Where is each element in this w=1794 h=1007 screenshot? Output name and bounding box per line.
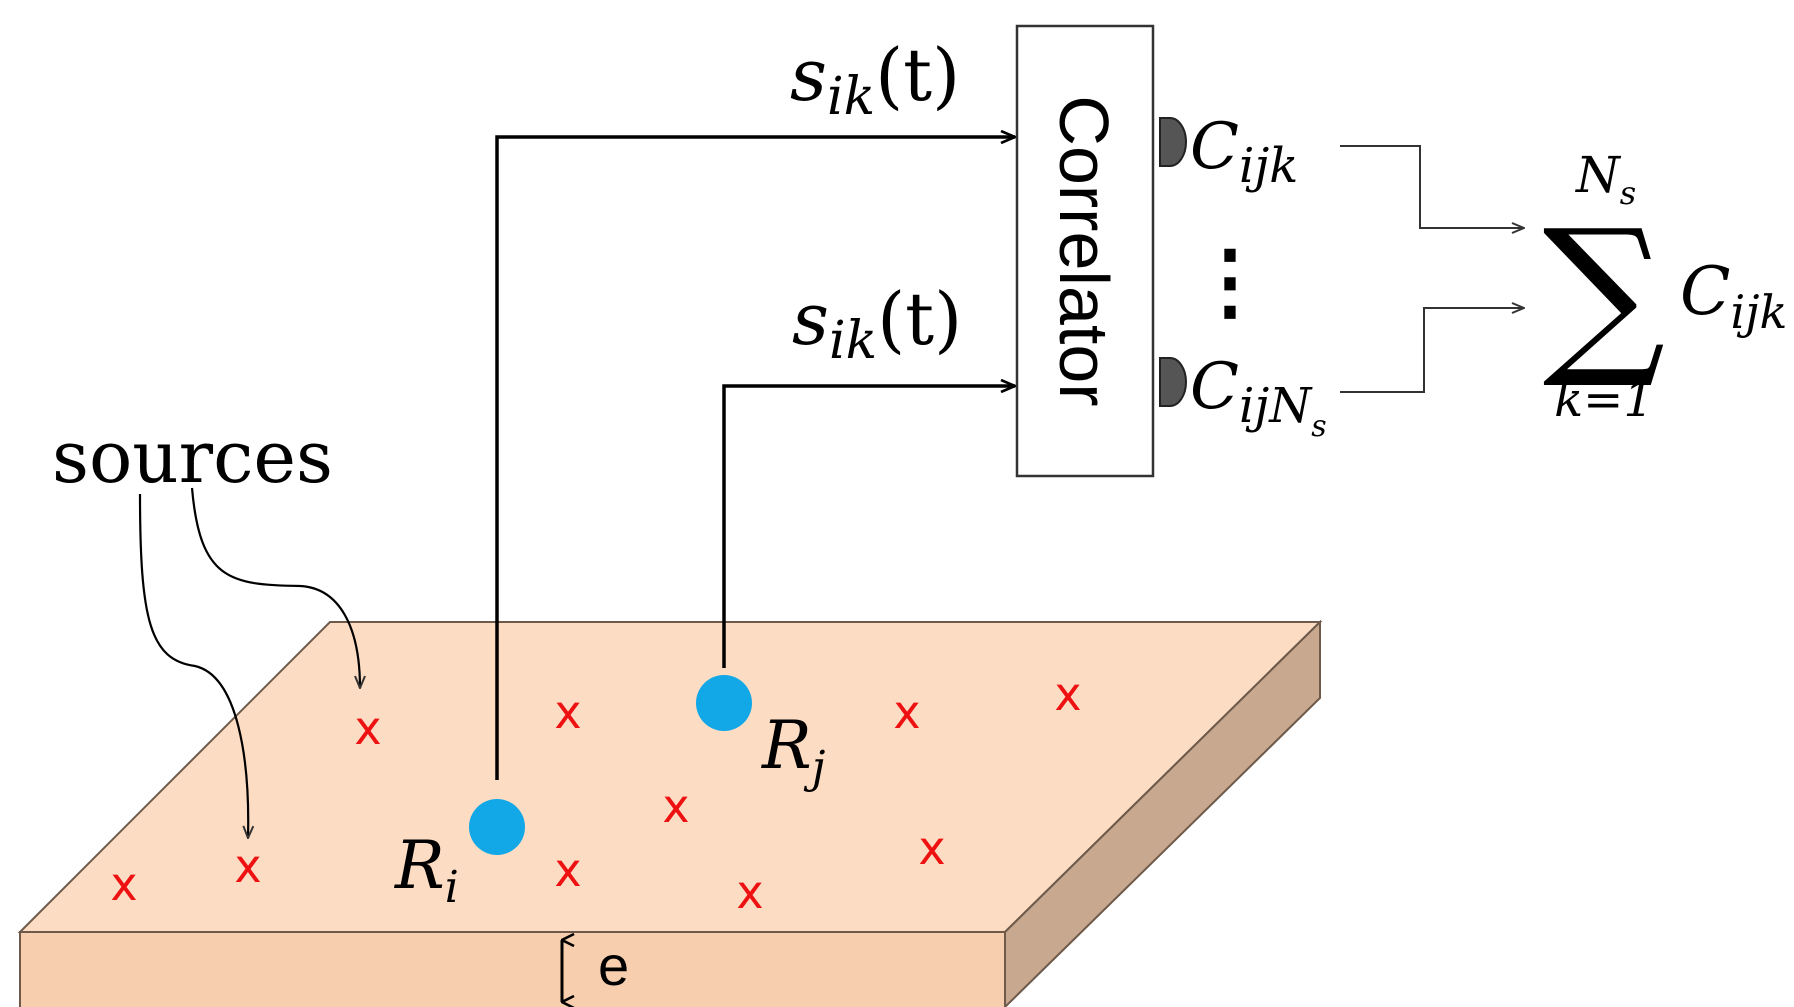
sources-arrow-right <box>190 487 360 688</box>
source-marker: x <box>736 865 763 919</box>
sum-term: Cijk <box>1680 253 1787 339</box>
sources-arrow-left <box>138 493 248 838</box>
sum-arrow-first <box>1340 145 1524 228</box>
source-marker: x <box>893 685 920 739</box>
receiver-i <box>469 799 525 855</box>
sum-upper-limit: Ns <box>1575 146 1636 212</box>
source-marker: x <box>110 857 137 911</box>
output-last-label: CijNs <box>1190 350 1327 444</box>
source-marker: x <box>234 839 261 893</box>
medium-slab <box>17 619 1323 1007</box>
source-marker: x <box>554 843 581 897</box>
receiver-i-label: Ri <box>394 827 459 913</box>
sum-symbol: ∑ <box>1543 192 1666 393</box>
source-marker: x <box>354 701 381 755</box>
output-dots: ⋮ <box>1188 231 1272 330</box>
signal-bottom-label: sik(t) <box>792 277 962 371</box>
output-connector-last <box>1159 357 1187 407</box>
signal-top-label: sik(t) <box>790 33 960 127</box>
sources: x x x x x x x x x x <box>110 667 1081 919</box>
output-connector-first <box>1159 117 1187 167</box>
source-marker: x <box>1054 667 1081 721</box>
correlator-box <box>1015 24 1155 478</box>
sources-label: sources <box>52 415 333 499</box>
slab-front-face <box>19 931 1006 1007</box>
sum-lower-limit: k=1 <box>1554 372 1654 428</box>
receiver-j-label: Rj <box>761 707 825 793</box>
receiver-j <box>696 675 752 731</box>
source-marker: x <box>662 779 689 833</box>
signal-line-i <box>495 137 1015 780</box>
correlator-label: Correlator <box>1045 95 1123 406</box>
source-marker: x <box>918 821 945 875</box>
thickness-label: e <box>598 934 629 997</box>
output-first-label: Cijk <box>1190 110 1298 194</box>
signal-line-j <box>722 386 1015 668</box>
sum-arrow-last <box>1340 308 1524 393</box>
source-marker: x <box>554 685 581 739</box>
